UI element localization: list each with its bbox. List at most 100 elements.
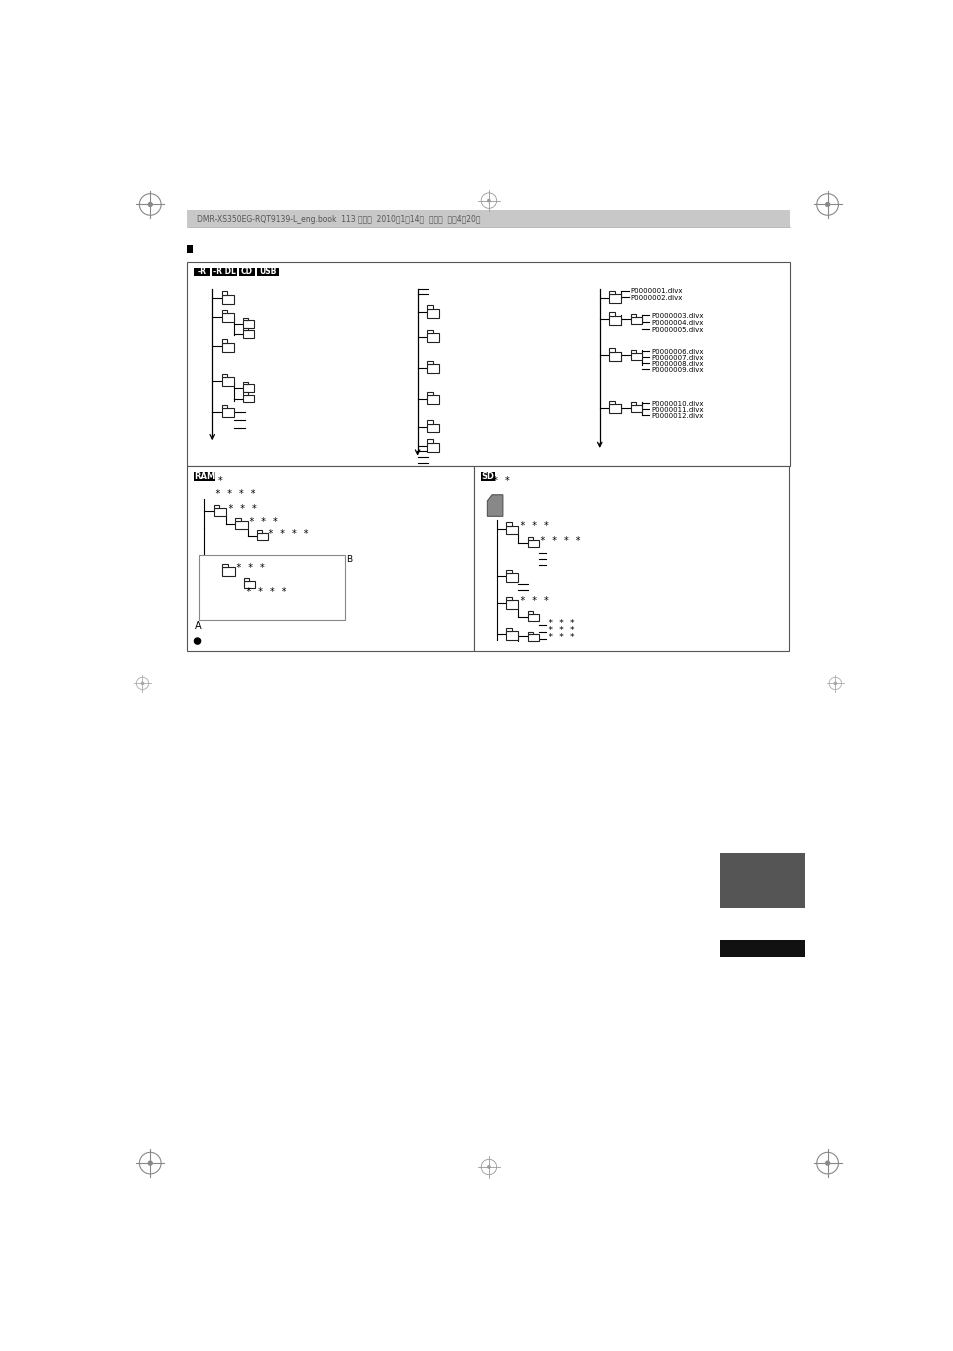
Text: P0000010.divx: P0000010.divx [650, 401, 702, 407]
Text: * * *: * * * [519, 521, 549, 531]
Text: * * * *: * * * * [268, 530, 309, 539]
Bar [720, 940, 804, 957]
Bar [257, 267, 278, 276]
Polygon shape [527, 635, 537, 642]
Polygon shape [427, 443, 439, 451]
Circle shape [141, 682, 144, 685]
Text: * * *: * * * [547, 626, 574, 635]
Polygon shape [630, 313, 635, 316]
Bar [720, 852, 804, 908]
Polygon shape [221, 405, 227, 408]
Polygon shape [608, 312, 614, 316]
Polygon shape [257, 530, 262, 534]
Polygon shape [608, 351, 620, 361]
Polygon shape [213, 508, 226, 516]
Polygon shape [427, 334, 439, 342]
Bar [187, 209, 790, 227]
Text: * * *: * * * [547, 619, 574, 628]
Polygon shape [608, 401, 614, 404]
Polygon shape [427, 305, 432, 309]
Polygon shape [608, 295, 620, 303]
Text: P0000007.divx: P0000007.divx [650, 355, 702, 361]
Polygon shape [243, 331, 253, 338]
Polygon shape [222, 567, 234, 576]
Text: SD: SD [481, 471, 495, 481]
Polygon shape [221, 313, 233, 323]
Polygon shape [505, 597, 511, 600]
Polygon shape [243, 394, 253, 403]
Circle shape [824, 203, 829, 207]
Polygon shape [221, 309, 227, 313]
Bar [199, 555, 344, 620]
Text: P0000012.divx: P0000012.divx [650, 413, 702, 419]
Text: -R DL: -R DL [213, 267, 235, 277]
Polygon shape [505, 523, 511, 526]
Polygon shape [527, 613, 537, 621]
Polygon shape [608, 290, 614, 295]
Text: CD: CD [241, 267, 253, 277]
Text: A: A [194, 620, 201, 631]
Polygon shape [527, 611, 532, 613]
Bar [187, 262, 790, 466]
Text: P0000001.divx: P0000001.divx [630, 289, 682, 295]
Bar [474, 466, 788, 651]
Text: * * *: * * * [249, 517, 278, 527]
Text: * * * *: * * * * [539, 536, 580, 546]
Text: * * * *: * * * * [215, 489, 256, 499]
Polygon shape [427, 394, 439, 404]
Text: P0000002.divx: P0000002.divx [630, 295, 682, 301]
Polygon shape [505, 628, 511, 631]
Text: P0000004.divx: P0000004.divx [650, 320, 702, 326]
Text: P0000006.divx: P0000006.divx [650, 349, 702, 354]
Polygon shape [427, 361, 432, 365]
Bar [212, 267, 236, 276]
Polygon shape [213, 505, 219, 508]
Polygon shape [630, 405, 641, 412]
Polygon shape [505, 573, 517, 582]
Polygon shape [221, 377, 233, 386]
Circle shape [487, 1166, 490, 1169]
Text: B: B [346, 555, 352, 563]
Polygon shape [221, 343, 233, 351]
Text: P0000011.divx: P0000011.divx [650, 407, 702, 413]
Polygon shape [630, 316, 641, 324]
Polygon shape [630, 350, 635, 353]
Circle shape [148, 1162, 152, 1165]
Polygon shape [427, 392, 432, 394]
Text: P0000008.divx: P0000008.divx [650, 361, 702, 367]
Polygon shape [527, 540, 537, 547]
Text: * * *: * * * [228, 504, 257, 513]
Bar [480, 471, 495, 481]
Polygon shape [222, 565, 228, 567]
Polygon shape [243, 320, 253, 328]
Polygon shape [505, 570, 511, 573]
Text: * * * *: * * * * [245, 586, 287, 597]
Text: P0000009.divx: P0000009.divx [650, 367, 702, 373]
Text: DMR-XS350EG-RQT9139-L_eng.book  113 ページ  2010年1月14日  木曜日  午後4時20分: DMR-XS350EG-RQT9139-L_eng.book 113 ページ 2… [196, 215, 479, 224]
Polygon shape [243, 328, 248, 331]
Circle shape [833, 682, 836, 685]
Polygon shape [427, 330, 432, 334]
Polygon shape [235, 521, 248, 530]
Polygon shape [505, 600, 517, 609]
Bar [194, 471, 214, 481]
Text: -R: -R [197, 267, 207, 277]
Polygon shape [243, 381, 248, 385]
Bar [187, 246, 193, 253]
Text: * * *: * * * [519, 596, 549, 607]
Polygon shape [427, 309, 439, 317]
Circle shape [148, 203, 152, 207]
Polygon shape [630, 353, 641, 359]
Bar [187, 466, 474, 651]
Bar [194, 267, 210, 276]
Polygon shape [527, 538, 532, 540]
Polygon shape [221, 295, 233, 304]
Polygon shape [221, 339, 227, 343]
Polygon shape [235, 517, 241, 521]
Text: * * *: * * * [236, 563, 265, 573]
Text: RAM: RAM [193, 471, 214, 481]
Text: * * *: * * * [480, 476, 510, 486]
Polygon shape [608, 349, 614, 351]
Polygon shape [505, 526, 517, 534]
Polygon shape [527, 632, 532, 635]
